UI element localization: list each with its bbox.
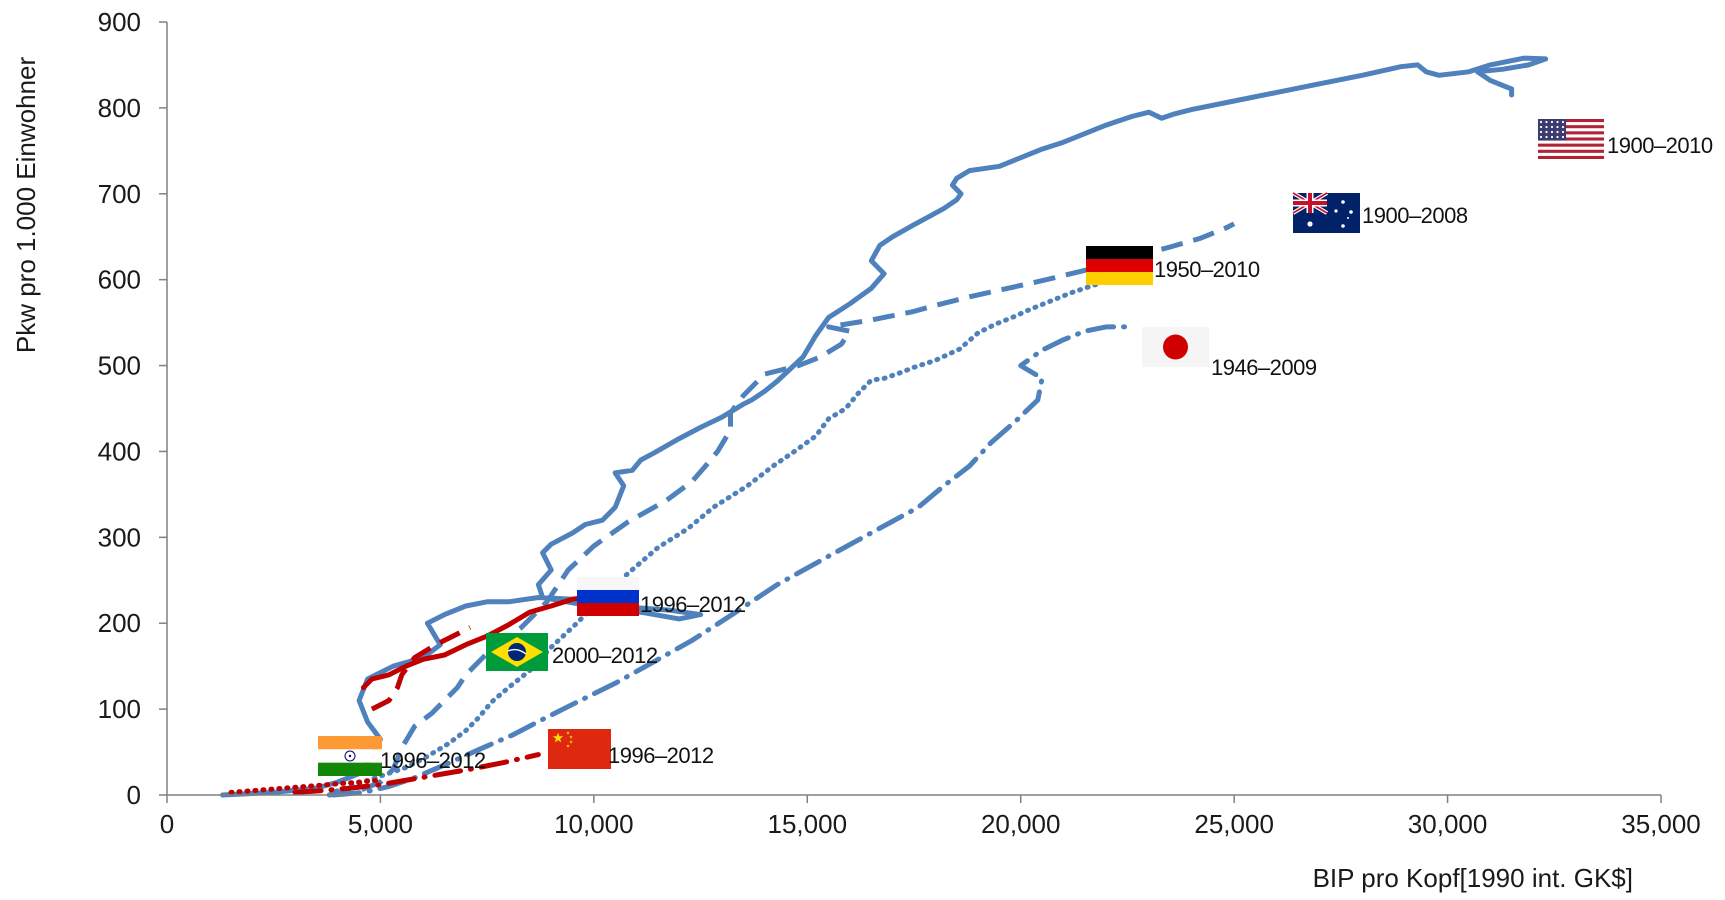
period-label-russland: 1996–2012 xyxy=(640,592,746,617)
russia-flag-icon xyxy=(577,577,639,616)
y-tick-label: 100 xyxy=(98,694,141,724)
series-line-deutschland xyxy=(326,266,1152,798)
series-line-china xyxy=(292,752,541,795)
y-tick-label: 0 xyxy=(127,780,141,810)
india-flag-icon xyxy=(318,736,382,776)
legend-flags xyxy=(318,119,1604,776)
x-tick-label: 5,000 xyxy=(348,809,413,839)
x-tick-label: 10,000 xyxy=(554,809,634,839)
series-line-usa xyxy=(220,55,1549,798)
x-tick-label: 20,000 xyxy=(981,809,1061,839)
series-line-indien xyxy=(228,777,379,795)
x-tick-label: 35,000 xyxy=(1621,809,1701,839)
y-tick-label: 900 xyxy=(98,7,141,37)
ticks: 0 5,000 10,000 15,000 20,000 25,000 30,000 35,0… xyxy=(98,7,1701,839)
y-tick-label: 400 xyxy=(98,436,141,466)
period-labels: 1900–2010 1900–2008 1950–2010 1946–2009 1996… xyxy=(380,133,1713,773)
period-label-australien: 1900–2008 xyxy=(1362,203,1468,228)
x-tick-label: 30,000 xyxy=(1408,809,1488,839)
period-label-deutschland: 1950–2010 xyxy=(1154,257,1260,282)
y-tick-label: 600 xyxy=(98,265,141,295)
y-axis-title: Pkw pro 1.000 Einwohner xyxy=(11,57,41,354)
china-flag-icon xyxy=(548,729,611,769)
period-label-brasilien: 2000–2012 xyxy=(552,643,658,668)
x-tick-label: 15,000 xyxy=(768,809,848,839)
brazil-flag-icon xyxy=(486,633,548,671)
x-tick-label: 25,000 xyxy=(1194,809,1274,839)
period-label-usa: 1900–2010 xyxy=(1607,133,1713,158)
series-line-australien xyxy=(328,221,1236,798)
y-tick-label: 300 xyxy=(98,522,141,552)
usa-flag-icon xyxy=(1538,119,1604,159)
germany-flag-icon xyxy=(1086,246,1153,285)
x-axis-title: BIP pro Kopf[1990 int. GK$] xyxy=(1313,863,1633,893)
series-line-japan xyxy=(331,324,1130,798)
series-line-russland xyxy=(360,595,588,691)
period-label-japan: 1946–2009 xyxy=(1211,355,1317,380)
period-label-china: 1996–2012 xyxy=(608,743,714,768)
axes xyxy=(166,22,1661,796)
y-tick-label: 700 xyxy=(98,179,141,209)
series-lines xyxy=(220,55,1549,798)
period-label-indien: 1996–2012 xyxy=(380,748,486,773)
x-tick-label: 0 xyxy=(160,809,174,839)
y-tick-label: 800 xyxy=(98,93,141,123)
y-tick-label: 200 xyxy=(98,608,141,638)
y-tick-label: 500 xyxy=(98,351,141,381)
series-line-brasilien xyxy=(370,625,472,712)
japan-flag-icon xyxy=(1142,327,1209,367)
australia-flag-icon xyxy=(1291,191,1360,233)
